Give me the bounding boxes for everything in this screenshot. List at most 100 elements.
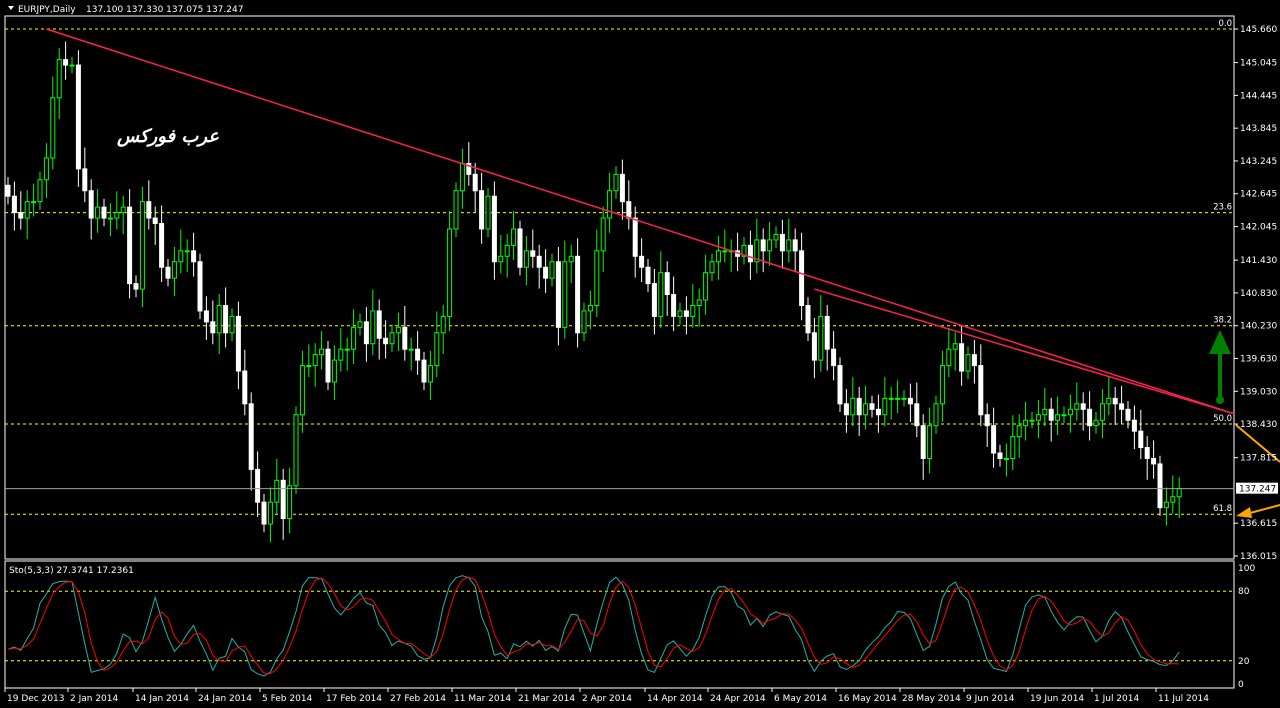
price-scale: 145.660 145.045 144.445 143.845 143.245 142.6… (1234, 25, 1277, 562)
candle (786, 218, 792, 263)
candle (1157, 455, 1163, 516)
candle (837, 357, 843, 413)
stoch-tick-label: 0 (1238, 680, 1244, 690)
candle (203, 296, 209, 340)
candle (690, 284, 696, 328)
candle (632, 206, 638, 278)
candle (18, 191, 24, 230)
date-tick-label: 16 May 2014 (838, 694, 897, 704)
candle (530, 229, 536, 268)
price-tick-label: 138.430 (1240, 420, 1277, 430)
candle (459, 148, 465, 209)
candle (901, 390, 907, 407)
trendlines[interactable] (46, 28, 1235, 415)
candle (325, 340, 331, 391)
candle (856, 386, 862, 437)
price-tick-label: 142.045 (1240, 223, 1277, 233)
candle (1176, 477, 1182, 519)
candle (805, 297, 811, 341)
candle (43, 143, 49, 198)
price-tick-label: 136.015 (1240, 552, 1277, 562)
candle (133, 275, 139, 298)
price-tick-label: 139.630 (1240, 354, 1277, 364)
date-tick-label: 19 Dec 2013 (7, 694, 65, 704)
candle (703, 254, 709, 315)
candle (895, 380, 901, 414)
last-price-label: 137.247 (1236, 482, 1278, 495)
fib-label: 0.0 (1218, 19, 1232, 29)
candle (357, 313, 363, 336)
date-tick-label: 24 Apr 2014 (710, 694, 766, 704)
candle (370, 289, 376, 356)
date-tick-label: 28 May 2014 (902, 694, 961, 704)
candle (760, 228, 766, 273)
date-tick-label: 27 Feb 2014 (390, 694, 446, 704)
candle (184, 239, 190, 273)
watermark-text: عرب فوركس (116, 126, 219, 147)
date-tick-label: 17 Feb 2014 (326, 694, 382, 704)
green-up-arrow[interactable] (1209, 330, 1231, 404)
triangle-down-icon[interactable] (8, 6, 14, 10)
candle (427, 350, 433, 401)
candle (248, 392, 254, 491)
candle (287, 467, 293, 534)
candle (555, 247, 561, 346)
candle (344, 337, 350, 371)
candle (511, 210, 517, 261)
stoch-main-line (7, 575, 1180, 677)
candle (389, 324, 395, 352)
candle (293, 406, 299, 494)
candle (619, 159, 625, 220)
candle (882, 377, 888, 427)
candle (191, 232, 197, 277)
candle (965, 346, 971, 380)
candle (683, 296, 689, 335)
date-axis: 19 Dec 2013 2 Jan 2014 14 Jan 2014 24 Jan 2… (4, 688, 1209, 704)
candle (671, 276, 677, 332)
stoch-signal-line (7, 576, 1180, 675)
trendline[interactable] (46, 28, 1235, 415)
date-tick-label: 11 Jul 2014 (1158, 694, 1209, 704)
candle (1016, 414, 1022, 458)
orange-arrow-top[interactable] (1235, 424, 1280, 463)
candle (779, 219, 785, 269)
candle (107, 203, 113, 237)
candle (165, 259, 171, 287)
price-tick-label: 143.245 (1240, 157, 1277, 167)
ohlc-values: 137.100 137.330 137.075 137.247 (86, 5, 243, 15)
stoch-levels (5, 590, 1234, 662)
candle (824, 304, 830, 371)
candle (1029, 412, 1035, 429)
orange-arrow-bottom[interactable] (1236, 504, 1280, 518)
price-tick-label: 144.445 (1240, 91, 1277, 101)
candle (1061, 406, 1067, 423)
candle (863, 385, 869, 430)
candle (75, 50, 81, 187)
price-tick-label: 145.660 (1240, 25, 1277, 35)
candle (728, 239, 734, 273)
candle (1131, 405, 1137, 450)
candle (1003, 443, 1009, 477)
candle (485, 188, 491, 238)
candle (319, 331, 325, 370)
candle (1048, 397, 1054, 442)
price-tick-label: 143.845 (1240, 124, 1277, 134)
candle (1119, 385, 1125, 425)
candle (927, 407, 933, 474)
candle (178, 229, 184, 274)
candle (159, 205, 165, 282)
candle (613, 166, 619, 199)
candle (1138, 409, 1144, 460)
date-tick-label: 24 Jan 2014 (198, 694, 252, 704)
trendline[interactable] (814, 288, 1235, 415)
candle (587, 290, 593, 329)
candle (651, 268, 657, 335)
candle (677, 302, 683, 325)
date-tick-label: 14 Jan 2014 (135, 694, 189, 704)
candle (1093, 412, 1099, 434)
candle (1010, 415, 1016, 470)
candle (69, 56, 75, 74)
candle (56, 48, 62, 120)
